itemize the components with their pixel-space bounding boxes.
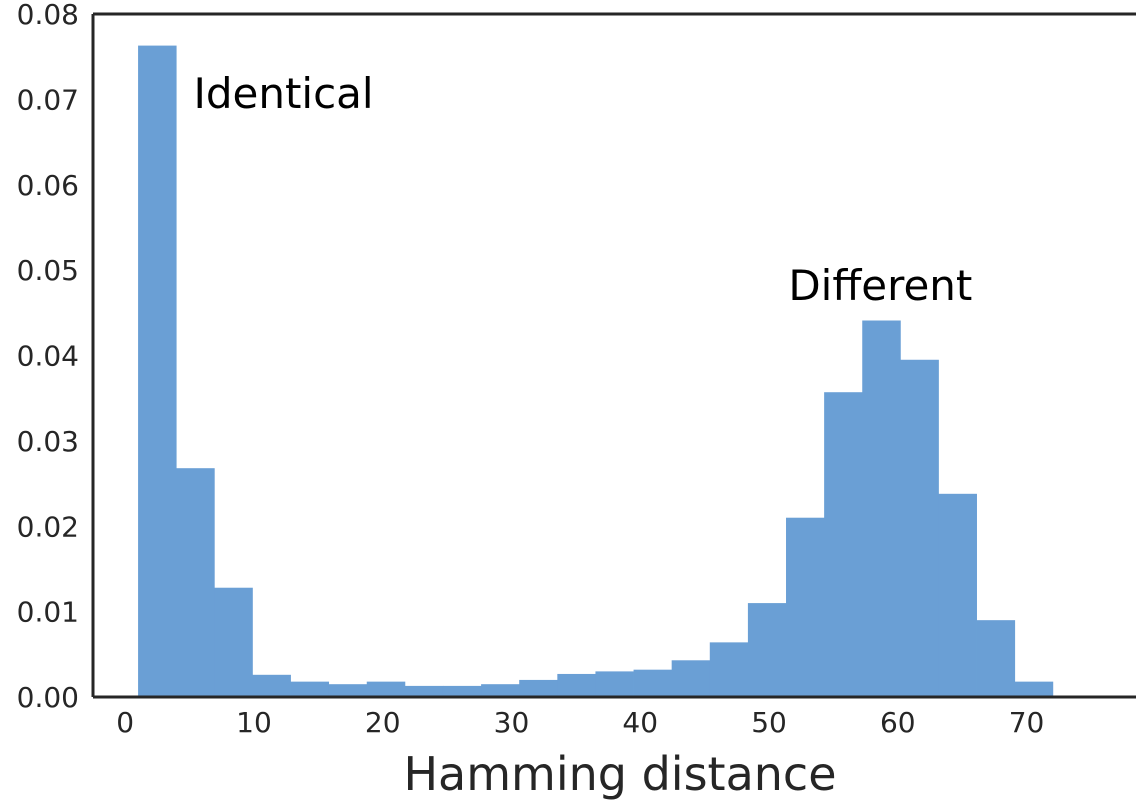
- histogram-bar: [747, 603, 787, 697]
- x-tick-labels: 0 10 20 30 40 50 60 70: [116, 706, 1044, 739]
- y-tick-label: 0.07: [17, 83, 79, 116]
- y-tick-label: 0.01: [17, 596, 79, 629]
- y-tick-label: 0.02: [17, 510, 79, 543]
- histogram-bar: [938, 493, 977, 697]
- histogram-bars: [138, 45, 1054, 697]
- y-tick-label: 0.00: [17, 681, 79, 714]
- histogram-bar: [138, 45, 177, 697]
- x-tick-label: 60: [880, 706, 916, 739]
- histogram-bar: [1014, 681, 1054, 697]
- histogram-bar: [404, 685, 444, 697]
- y-tick-label: 0.05: [17, 254, 79, 287]
- histogram-bar: [709, 642, 749, 697]
- x-tick-label: 30: [494, 706, 530, 739]
- histogram-bar: [519, 679, 558, 697]
- histogram-bar: [595, 671, 634, 697]
- y-tick-label: 0.04: [17, 340, 79, 373]
- x-tick-label: 20: [365, 706, 401, 739]
- histogram-bar: [481, 684, 520, 697]
- annotation-label: Identical: [193, 69, 373, 118]
- x-tick-label: 70: [1009, 706, 1045, 739]
- histogram-bar: [252, 674, 291, 697]
- histogram-bar: [557, 673, 596, 697]
- y-tick-labels: 0.00 0.01 0.02 0.03 0.04 0.05 0.06 0.07 0.08: [17, 0, 79, 714]
- histogram-bar: [976, 620, 1016, 697]
- axes-frame: [91, 12, 1136, 699]
- histogram-bar: [290, 681, 330, 697]
- histogram-bar: [366, 681, 406, 697]
- histogram-bar: [328, 684, 368, 697]
- histogram-bar: [862, 320, 901, 697]
- x-axis-label: Hamming distance: [403, 747, 836, 800]
- histogram-bar: [671, 660, 711, 697]
- annotation-label: Different: [788, 261, 972, 310]
- y-tick-label: 0.06: [17, 169, 79, 202]
- y-tick-label: 0.08: [17, 0, 79, 31]
- x-tick-label: 0: [116, 706, 134, 739]
- x-tick-label: 40: [622, 706, 658, 739]
- x-tick-label: 10: [236, 706, 272, 739]
- histogram-bar: [633, 669, 673, 697]
- histogram-bar: [214, 587, 253, 697]
- histogram-bar: [442, 685, 482, 697]
- histogram-bar: [786, 517, 825, 697]
- x-tick-label: 50: [751, 706, 787, 739]
- histogram-bar: [900, 359, 939, 697]
- y-tick-label: 0.03: [17, 425, 79, 458]
- histogram-bar: [824, 392, 863, 697]
- annotations: Identical Different: [193, 69, 972, 310]
- histogram-bar: [176, 468, 215, 697]
